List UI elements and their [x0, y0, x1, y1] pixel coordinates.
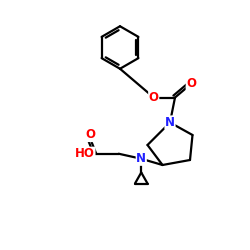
Text: N: N — [136, 152, 146, 165]
Text: O: O — [85, 128, 95, 141]
Text: N: N — [165, 116, 175, 129]
Text: HO: HO — [75, 147, 95, 160]
Text: O: O — [186, 77, 196, 90]
Text: O: O — [149, 91, 159, 104]
